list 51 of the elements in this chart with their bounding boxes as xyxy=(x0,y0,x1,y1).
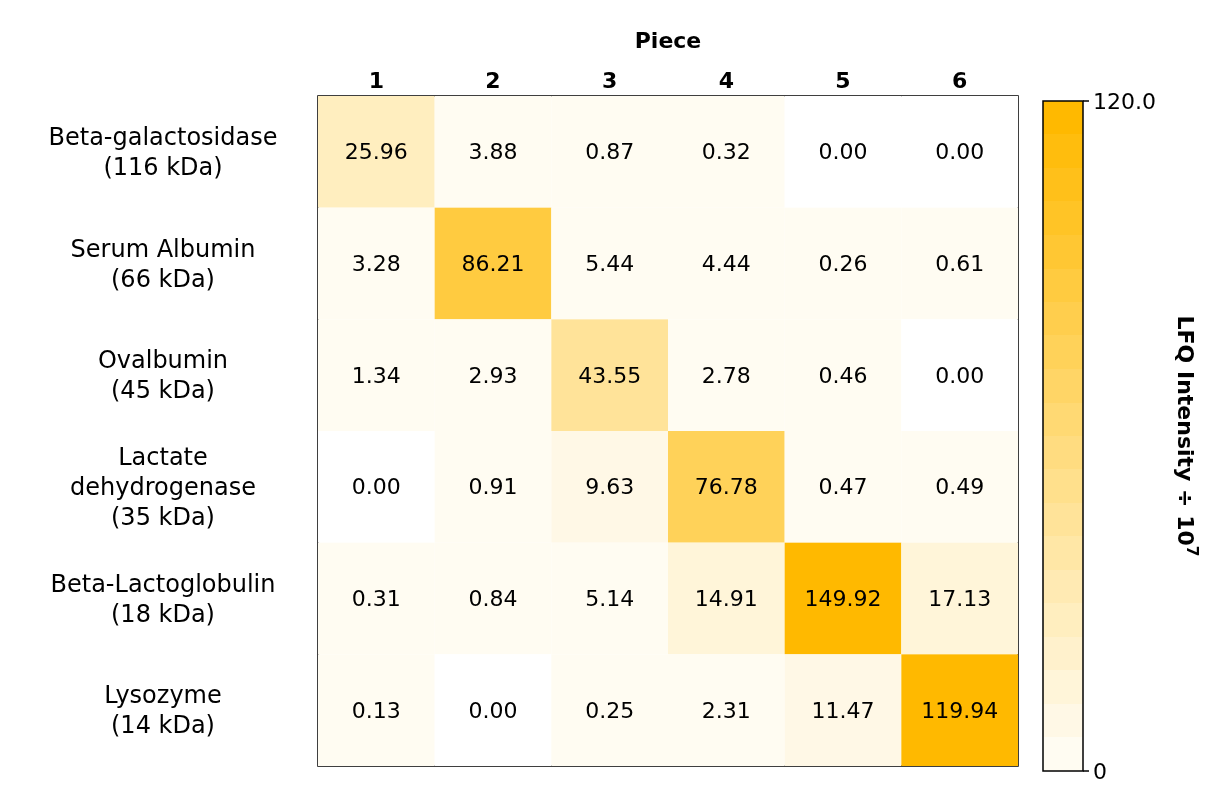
x-tick-label: 4 xyxy=(718,68,734,93)
data-label: 2.78 xyxy=(701,362,751,388)
data-label: 5.44 xyxy=(585,251,635,276)
data-label: 86.21 xyxy=(461,251,525,276)
data-label: 43.55 xyxy=(578,362,642,388)
data-label: 76.78 xyxy=(694,474,758,500)
data-label: 0.84 xyxy=(468,586,518,611)
color-bar-label: 0 xyxy=(1093,758,1107,784)
color-bar-label: 120.0 xyxy=(1093,88,1156,114)
data-label: 0.00 xyxy=(935,139,985,165)
x-tick-label: 2 xyxy=(485,68,501,93)
x-tick-label: 6 xyxy=(952,68,968,93)
data-label: 0.00 xyxy=(935,362,985,388)
data-label: 11.47 xyxy=(811,697,875,723)
data-label: 2.31 xyxy=(701,697,751,723)
data-label: 0.25 xyxy=(585,697,635,723)
data-label: 0.00 xyxy=(818,139,868,165)
data-label: 149.92 xyxy=(804,586,882,611)
data-label: 0.91 xyxy=(468,474,518,500)
y-tick-label: Ovalbumin (45 kDa) xyxy=(97,346,229,405)
data-label: 5.14 xyxy=(585,586,635,611)
data-label: 2.93 xyxy=(468,362,518,388)
data-label: 4.44 xyxy=(701,251,751,276)
data-label: 17.13 xyxy=(928,586,992,611)
x-tick-label: 5 xyxy=(835,68,851,93)
x-axis-title: Piece xyxy=(634,28,702,53)
y-tick-label: Serum Albumin (66 kDa) xyxy=(70,234,256,293)
data-label: 0.47 xyxy=(818,474,868,500)
data-label: 0.00 xyxy=(351,474,401,500)
data-label: 0.31 xyxy=(351,586,401,611)
data-label: 0.87 xyxy=(585,139,635,165)
data-label: 0.61 xyxy=(935,251,985,276)
x-tick-label: 1 xyxy=(368,68,384,93)
y-tick-label: Lysozyme (14 kDa) xyxy=(104,681,222,740)
data-label: 0.26 xyxy=(818,251,868,276)
data-label: 0.32 xyxy=(701,139,751,165)
data-label: 14.91 xyxy=(694,586,758,611)
data-label: 25.96 xyxy=(344,139,408,165)
data-label: 0.13 xyxy=(351,697,401,723)
data-label: 0.00 xyxy=(468,697,518,723)
data-label: 9.63 xyxy=(585,474,635,500)
data-label: 0.49 xyxy=(935,474,985,500)
y-tick-label: Lactate dehydrogenase (35 kDa) xyxy=(70,442,256,531)
data-label: 3.28 xyxy=(351,251,401,276)
y-tick-label: Beta-galactosidase (116 kDa) xyxy=(48,122,278,181)
y-tick-label: Beta-Lactoglobulin (18 kDa) xyxy=(50,569,276,628)
data-label: 119.94 xyxy=(921,697,999,723)
x-tick-label: 3 xyxy=(602,68,618,93)
data-label: 3.88 xyxy=(468,139,518,165)
data-label: 1.34 xyxy=(351,362,401,388)
data-label: 0.46 xyxy=(818,362,868,388)
